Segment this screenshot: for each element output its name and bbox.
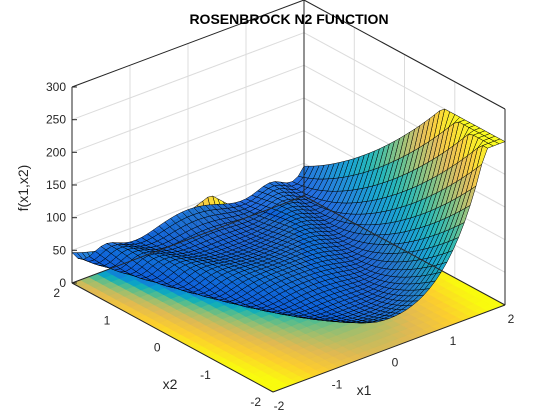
surface-mesh <box>71 108 506 324</box>
z-tick-label: 100 <box>46 211 66 225</box>
x1-tick-label: 1 <box>450 334 457 348</box>
z-axis-label: f(x1,x2) <box>15 165 31 212</box>
tick-labels: 0 50 100 150 200 250 300 -2 -1 0 1 2 -2 -1 0 1 2 <box>46 80 515 413</box>
x2-tick-label: -1 <box>200 368 211 382</box>
x1-tick-label: -1 <box>332 377 343 391</box>
axes-box <box>71 0 506 393</box>
chart-title: ROSENBROCK N2 FUNCTION <box>189 11 388 27</box>
axis-edge <box>71 0 305 88</box>
x2-axis-line <box>71 282 274 393</box>
x2-axis-label: x2 <box>163 376 178 392</box>
z-tick-label: 300 <box>46 80 66 94</box>
x2-tick-label: 1 <box>104 313 111 327</box>
x1-tick-label: 0 <box>392 356 399 370</box>
z-tick-label: 200 <box>46 145 66 159</box>
x2-tick-label: 0 <box>154 341 161 355</box>
z-tick-label: 0 <box>59 276 66 290</box>
x1-axis-label: x1 <box>357 382 372 398</box>
axis-edge <box>303 195 506 306</box>
z-tick-label: 50 <box>53 243 67 257</box>
x2-tick-label: 2 <box>53 286 60 300</box>
x1-tick-label: 2 <box>508 312 515 326</box>
z-tick-label: 150 <box>46 178 66 192</box>
axis-edge <box>71 195 305 284</box>
axis-edge <box>303 0 506 110</box>
x1-axis-line <box>272 304 506 393</box>
z-tick-label: 250 <box>46 113 66 127</box>
x2-tick-label: -2 <box>250 395 261 409</box>
x1-tick-label: -2 <box>274 399 285 413</box>
